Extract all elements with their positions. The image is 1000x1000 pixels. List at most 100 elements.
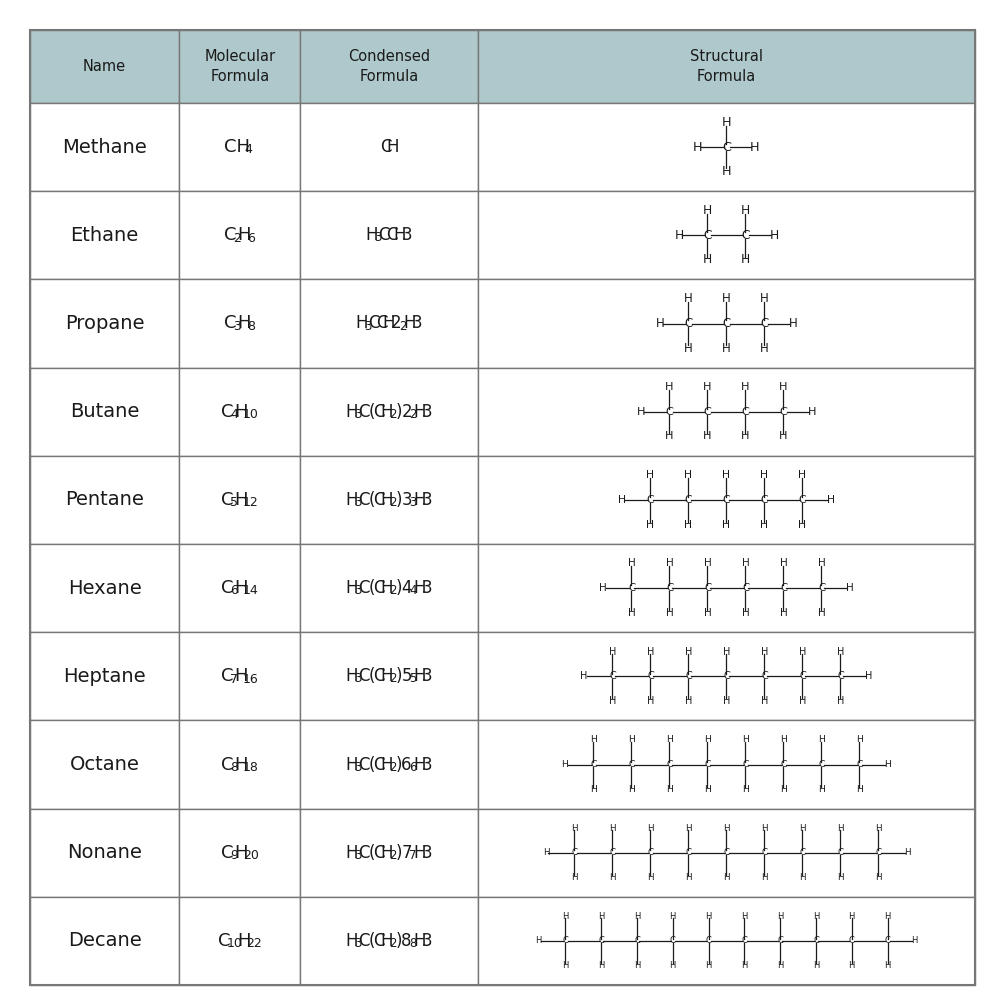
Text: 8: 8	[230, 761, 238, 774]
Text: ): )	[396, 491, 402, 509]
Text: H: H	[345, 667, 358, 685]
Text: H: H	[911, 936, 918, 945]
Text: H: H	[856, 785, 863, 794]
Text: H: H	[837, 873, 844, 882]
Text: H: H	[722, 165, 731, 178]
Text: C: C	[799, 671, 806, 681]
Text: H: H	[742, 735, 749, 744]
Text: H: H	[590, 735, 597, 744]
Text: H: H	[666, 558, 673, 568]
Text: C: C	[221, 579, 234, 597]
Text: C: C	[373, 579, 385, 597]
Text: Butane: Butane	[70, 402, 139, 421]
Text: C: C	[685, 495, 692, 505]
Text: H: H	[837, 824, 844, 833]
Text: 3: 3	[233, 320, 241, 333]
Text: H: H	[234, 491, 248, 509]
Text: H: H	[380, 756, 393, 774]
Text: (: (	[368, 932, 375, 950]
Text: H: H	[742, 608, 749, 618]
Text: C: C	[358, 403, 370, 421]
Text: H: H	[741, 961, 748, 970]
Text: H: H	[723, 873, 730, 882]
Text: H: H	[703, 431, 712, 441]
Text: 3: 3	[409, 496, 417, 509]
Text: 5: 5	[409, 672, 417, 685]
Text: H: H	[884, 961, 891, 970]
Text: C: C	[684, 317, 693, 330]
Text: H: H	[704, 608, 711, 618]
Text: Structural
Formula: Structural Formula	[690, 49, 763, 84]
Text: 2: 2	[233, 232, 241, 245]
Text: 3: 3	[354, 584, 361, 597]
Text: 2: 2	[389, 408, 397, 421]
Text: H: H	[704, 558, 711, 568]
Text: H: H	[722, 470, 730, 480]
Text: 3: 3	[401, 491, 412, 509]
Text: H: H	[703, 382, 712, 392]
Text: C: C	[224, 314, 236, 332]
Text: H: H	[571, 873, 578, 882]
Text: Molecular
Formula: Molecular Formula	[204, 49, 275, 84]
Text: H: H	[345, 844, 358, 862]
Text: H: H	[345, 932, 358, 950]
Text: H: H	[818, 558, 825, 568]
Bar	[478, 632, 975, 720]
Text: H: H	[705, 961, 712, 970]
Text: H: H	[742, 785, 749, 794]
Text: H: H	[760, 520, 768, 530]
Text: C: C	[799, 848, 806, 857]
Text: H: H	[723, 696, 730, 706]
Text: C: C	[856, 760, 863, 769]
Text: Propane: Propane	[65, 314, 144, 333]
Text: CH: CH	[224, 138, 250, 156]
Text: H: H	[670, 912, 676, 921]
Text: C: C	[742, 407, 749, 417]
Text: H: H	[670, 961, 676, 970]
Text: H: H	[413, 403, 426, 421]
Text: C: C	[358, 667, 370, 685]
Text: (: (	[368, 667, 375, 685]
Text: 8: 8	[247, 320, 255, 333]
Text: H: H	[798, 520, 806, 530]
Text: H: H	[393, 226, 405, 244]
Text: H: H	[380, 579, 393, 597]
Text: 4: 4	[401, 579, 412, 597]
Text: H: H	[647, 873, 654, 882]
Text: H: H	[760, 470, 768, 480]
Text: H: H	[780, 608, 787, 618]
Text: H: H	[646, 470, 654, 480]
Text: H: H	[387, 138, 399, 156]
Text: H: H	[722, 292, 731, 305]
Text: ): )	[396, 932, 402, 950]
Text: H: H	[628, 608, 635, 618]
Bar	[179, 30, 300, 103]
Text: 3: 3	[401, 226, 412, 244]
Text: H: H	[799, 824, 806, 833]
Text: 10: 10	[243, 408, 259, 421]
Text: H: H	[761, 873, 768, 882]
Text: H: H	[345, 403, 358, 421]
Text: 2: 2	[389, 584, 397, 597]
Text: 2: 2	[399, 320, 407, 333]
Text: H: H	[798, 470, 806, 480]
Text: H: H	[837, 696, 844, 706]
Bar	[478, 456, 975, 544]
Bar	[478, 544, 975, 632]
Text: H: H	[237, 314, 251, 332]
Text: C: C	[704, 407, 711, 417]
Text: H: H	[609, 696, 616, 706]
Bar	[30, 279, 179, 368]
Text: C: C	[885, 936, 890, 945]
Text: H: H	[761, 824, 768, 833]
Text: H: H	[562, 760, 568, 769]
Bar	[300, 368, 478, 456]
Text: H: H	[656, 317, 664, 330]
Bar	[30, 809, 179, 897]
Text: C: C	[704, 760, 711, 769]
Text: C: C	[813, 936, 819, 945]
Text: C: C	[670, 936, 676, 945]
Text: H: H	[750, 141, 760, 154]
Bar	[30, 897, 179, 985]
Text: Heptane: Heptane	[63, 667, 146, 686]
